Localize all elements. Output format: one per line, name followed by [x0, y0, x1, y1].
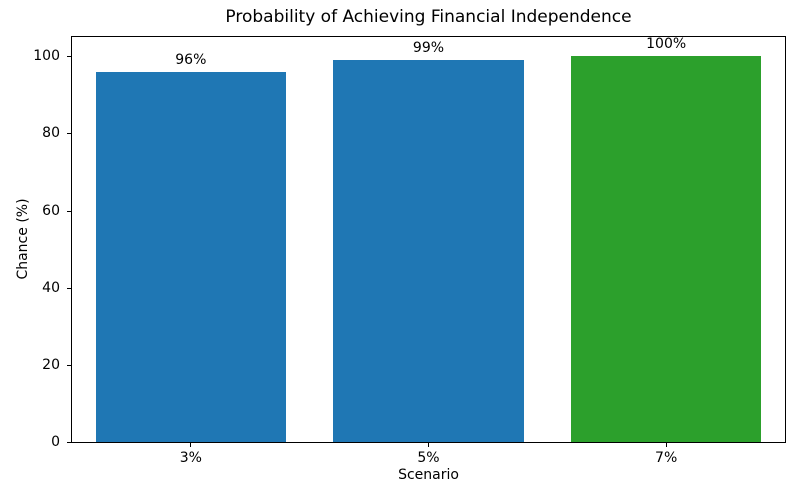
bar [333, 60, 524, 442]
bar [95, 71, 286, 442]
y-tick-mark [67, 133, 71, 135]
bar-value-label: 100% [646, 36, 687, 53]
y-tick-mark [67, 287, 71, 289]
plot-area: 96% 99% 100% [71, 36, 786, 443]
y-axis-ticks: 0 20 40 60 80 100 [0, 36, 71, 450]
y-tick-label: 80 [42, 125, 60, 142]
x-tick-mark [190, 443, 192, 447]
chart-title: Probability of Achieving Financial Indep… [225, 7, 632, 27]
x-axis-label: Scenario [398, 467, 459, 483]
x-tick-label: 3% [179, 450, 202, 466]
y-tick-label: 60 [42, 202, 60, 219]
x-tick-label: 7% [655, 450, 678, 466]
x-tick-mark [428, 443, 429, 447]
y-tick-label: 20 [42, 356, 60, 373]
x-axis-ticks: 3% 5% 7% [71, 443, 786, 469]
y-tick-label: 40 [42, 279, 60, 296]
bar [571, 56, 762, 442]
x-tick-label: 5% [417, 450, 440, 466]
y-tick-mark [67, 210, 71, 212]
y-tick-label: 100 [33, 48, 60, 65]
y-tick-mark [67, 56, 71, 58]
bar-value-label: 99% [412, 40, 445, 57]
y-tick-label: 0 [51, 434, 60, 450]
bar-value-label: 96% [175, 51, 207, 68]
y-tick-mark [67, 364, 71, 366]
y-tick-mark [67, 442, 71, 443]
x-tick-mark [665, 443, 667, 447]
